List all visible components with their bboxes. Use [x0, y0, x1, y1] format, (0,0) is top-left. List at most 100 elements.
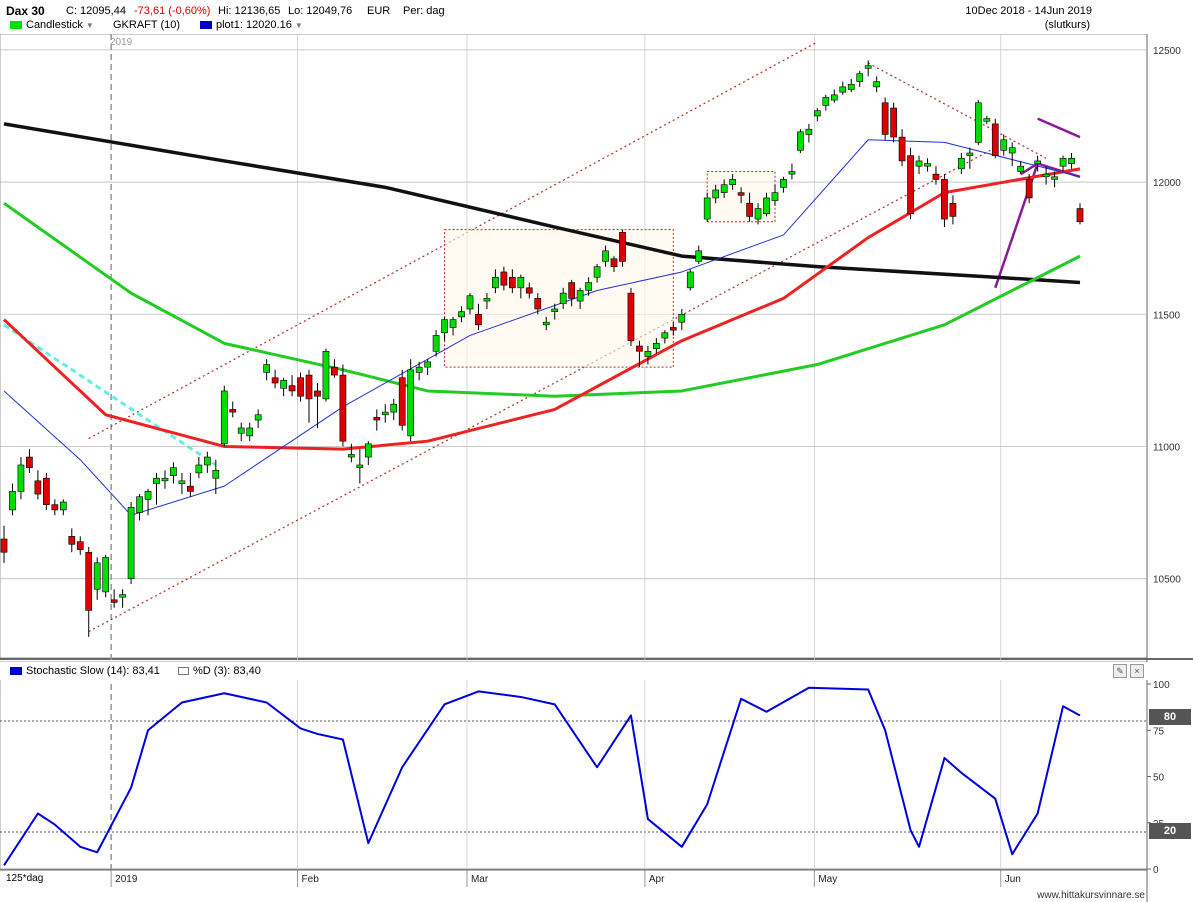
month-tick-label: Jun — [1005, 874, 1021, 885]
watermark: www.hittakursvinnare.se — [1037, 890, 1145, 901]
candle-body — [424, 361, 431, 368]
legend-plot1-label: plot1: 12020.16 — [216, 19, 292, 31]
candle-body — [610, 258, 618, 267]
candle-body — [602, 250, 609, 262]
candle-body — [559, 292, 567, 304]
year-marker: 2019 — [110, 37, 133, 48]
candle-body — [890, 107, 897, 138]
candle-body — [17, 464, 25, 492]
trend-channel-upper — [88, 41, 818, 440]
candle-body — [830, 94, 838, 101]
legend-stochastic[interactable]: Stochastic Slow (14): 83,41 — [10, 665, 160, 677]
month-tick-label: 2019 — [115, 874, 138, 885]
close-icon[interactable]: × — [1130, 664, 1144, 678]
candle-body — [534, 298, 542, 310]
d-swatch-icon — [178, 667, 189, 676]
candle-body — [93, 562, 101, 590]
price-tick-label: 11000 — [1153, 442, 1181, 453]
legend-candlestick-label: Candlestick — [26, 19, 83, 31]
candle-body — [678, 313, 686, 323]
candle-body — [780, 179, 787, 188]
candle-body — [0, 538, 8, 553]
candle-body — [847, 83, 855, 90]
candle-body — [59, 501, 67, 511]
candle-body — [593, 266, 601, 278]
candle-body — [542, 321, 550, 326]
candle-body — [34, 480, 42, 495]
stochastic-header: Stochastic Slow (14): 83,41 %D (3): 83,4… — [0, 662, 1149, 680]
candle-body — [483, 298, 491, 302]
candle-body — [873, 81, 881, 88]
candle-body — [322, 350, 330, 400]
candle-body — [178, 480, 186, 484]
candle-body — [983, 118, 991, 122]
candle-body — [686, 271, 694, 289]
candle-body — [136, 496, 143, 513]
candle-body — [297, 377, 304, 397]
candle-body — [339, 374, 347, 442]
legend-candlestick[interactable]: Candlestick ▼ — [10, 19, 94, 31]
candle-body — [1042, 173, 1050, 178]
candle-body — [263, 364, 270, 373]
candle-body — [449, 319, 457, 328]
price-tick-label: 12000 — [1153, 178, 1181, 189]
candle-body — [991, 123, 999, 156]
candle-body — [839, 86, 847, 93]
stoch-tick-label: 50 — [1153, 773, 1165, 784]
legend-plot1[interactable]: plot1: 12020.16 ▼ — [200, 19, 303, 31]
legend-d[interactable]: %D (3): 83,40 — [178, 665, 261, 677]
symbol-title: Dax 30 — [6, 4, 45, 18]
candle-body — [551, 308, 559, 312]
price-tick-label: 11500 — [1153, 310, 1181, 321]
candle-body — [525, 287, 533, 294]
candle-body — [9, 491, 16, 511]
candle-body — [500, 271, 508, 286]
candle-body — [932, 173, 940, 180]
candle-body — [568, 282, 576, 299]
candle-body — [585, 282, 592, 291]
candle-body — [941, 179, 948, 220]
low-value: Lo: 12049,76 — [288, 5, 353, 17]
candle-body — [636, 345, 643, 352]
candle-body — [246, 427, 254, 437]
candle-body — [68, 536, 76, 545]
candle-body — [348, 454, 355, 458]
candle-body — [398, 377, 406, 426]
ma-line — [3, 122, 1081, 285]
legend-gkraft[interactable]: GKRAFT (10) — [113, 19, 181, 31]
candle-body — [627, 292, 635, 342]
month-tick-label: May — [818, 874, 837, 885]
ma-line — [3, 139, 1081, 516]
candle-body — [26, 456, 33, 468]
candle-body — [924, 163, 931, 167]
candle-body — [288, 385, 296, 392]
candle-body — [432, 335, 440, 352]
candle-body — [102, 557, 110, 593]
candle-body — [754, 208, 762, 220]
candle-body — [695, 250, 703, 262]
wrench-icon[interactable]: ✎ — [1113, 664, 1127, 678]
candle-body — [669, 327, 677, 331]
chevron-down-icon: ▼ — [85, 21, 94, 30]
candle-body — [492, 276, 499, 289]
candle-body — [1059, 157, 1067, 167]
cyan-trendline — [3, 323, 217, 467]
candle-body — [229, 409, 237, 413]
plot1-swatch-icon — [200, 21, 212, 30]
high-value: Hi: 12136,65 — [218, 5, 281, 17]
pattern-flag-top — [1037, 117, 1081, 139]
change-value: -73,61 (-0,60%) — [134, 5, 211, 17]
candle-body — [390, 403, 398, 413]
month-tick-label: Feb — [302, 874, 320, 885]
candle-body — [51, 504, 59, 511]
candle-body — [805, 128, 813, 135]
candle-body — [814, 110, 821, 117]
candle-body — [237, 427, 245, 434]
candle-body — [195, 464, 203, 474]
candle-body — [458, 311, 465, 318]
interval-label: 125*dag — [6, 873, 44, 884]
chevron-down-icon: ▼ — [294, 21, 303, 30]
candle-body — [466, 295, 474, 310]
candle-body — [771, 192, 779, 201]
